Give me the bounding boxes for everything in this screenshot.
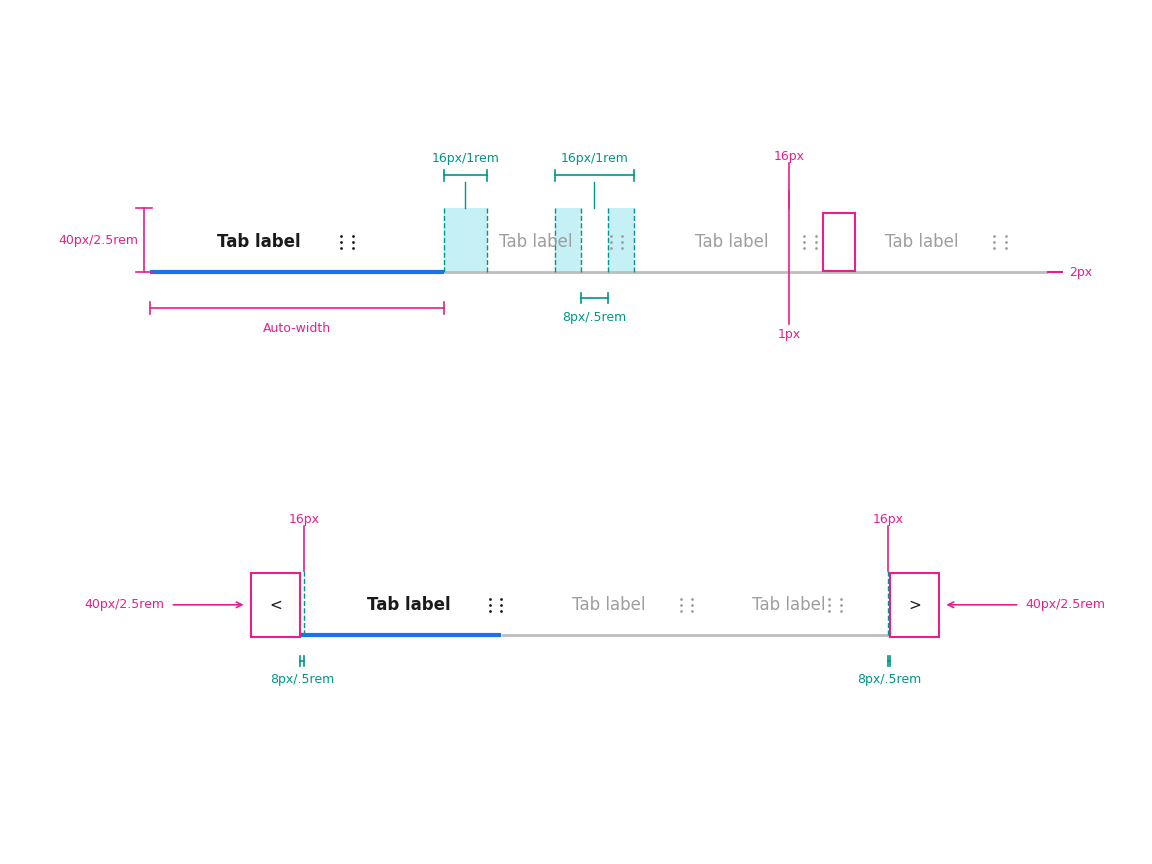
Text: 2px: 2px [1069, 265, 1092, 279]
Text: 16px: 16px [289, 512, 319, 526]
Text: Tab label: Tab label [499, 233, 573, 251]
Bar [555, 208, 581, 272]
Bar [251, 573, 300, 637]
Bar [890, 573, 939, 637]
Text: Auto-width: Auto-width [263, 321, 331, 335]
Text: 8px/.5rem: 8px/.5rem [562, 310, 627, 324]
Text: Tab label: Tab label [367, 596, 450, 613]
Text: 40px/2.5rem: 40px/2.5rem [1025, 598, 1105, 612]
Text: 40px/2.5rem: 40px/2.5rem [59, 233, 138, 247]
Bar [608, 208, 634, 272]
Text: 16px: 16px [774, 149, 804, 163]
Text: <: < [268, 597, 282, 613]
Text: 16px/1rem: 16px/1rem [561, 151, 628, 165]
Bar [444, 208, 487, 272]
Text: >: > [908, 597, 922, 613]
Text: Tab label: Tab label [752, 596, 826, 613]
Text: Tab label: Tab label [695, 233, 768, 251]
Text: 8px/.5rem: 8px/.5rem [857, 673, 922, 687]
Text: 16px/1rem: 16px/1rem [432, 151, 499, 165]
Text: Tab label: Tab label [571, 596, 645, 613]
Bar [823, 213, 855, 271]
Text: 16px: 16px [873, 512, 903, 526]
Text: Tab label: Tab label [218, 233, 301, 251]
Text: 40px/2.5rem: 40px/2.5rem [85, 598, 165, 612]
Text: Tab label: Tab label [885, 233, 958, 251]
Text: 8px/.5rem: 8px/.5rem [270, 673, 334, 687]
Text: 1px: 1px [778, 327, 801, 341]
